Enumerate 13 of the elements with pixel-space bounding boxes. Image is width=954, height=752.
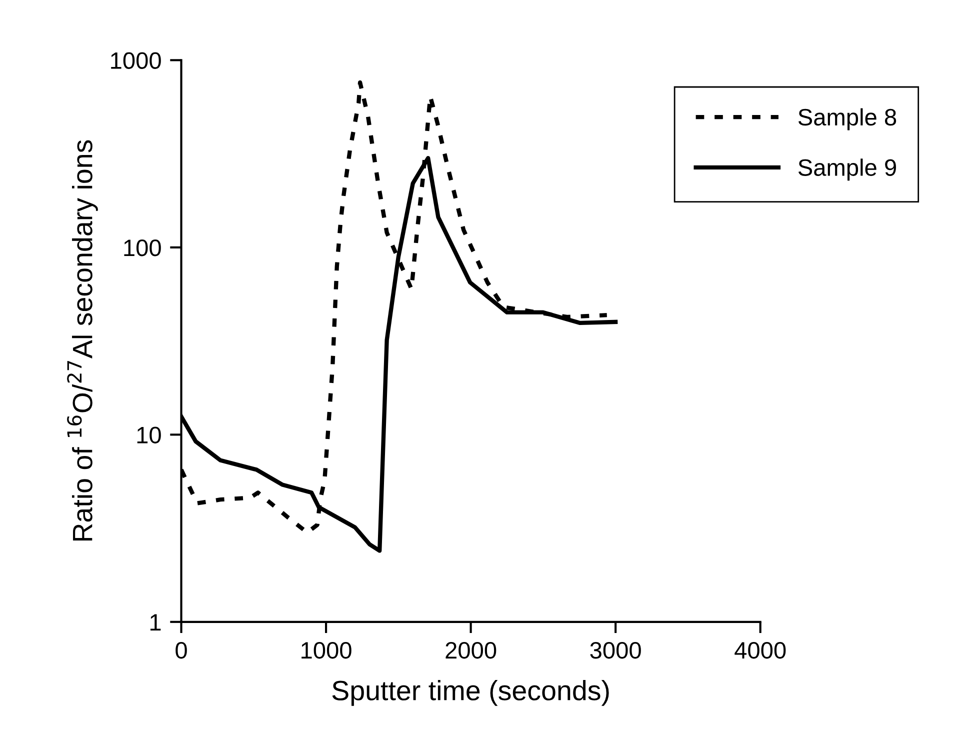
x-axis-title: Sputter time (seconds) bbox=[332, 680, 609, 706]
y-tick-label: 10 bbox=[137, 426, 161, 444]
x-tick-label: 1000 bbox=[302, 642, 352, 659]
y-tick-label: 1000 bbox=[111, 52, 161, 69]
y-tick-label: 1 bbox=[150, 614, 161, 630]
legend-label: Sample 9 bbox=[798, 158, 896, 181]
legend-label: Sample 8 bbox=[798, 108, 896, 130]
x-tick-label: 0 bbox=[176, 642, 187, 659]
x-tick-label: 2000 bbox=[446, 642, 496, 659]
y-tick-label: 100 bbox=[124, 239, 161, 256]
x-tick-label: 4000 bbox=[734, 642, 786, 659]
y-axis-title: Ratio of $^{16}$O/$^{27}$Al secondary ions bbox=[67, 140, 98, 541]
x-tick-label: 3000 bbox=[590, 642, 641, 659]
